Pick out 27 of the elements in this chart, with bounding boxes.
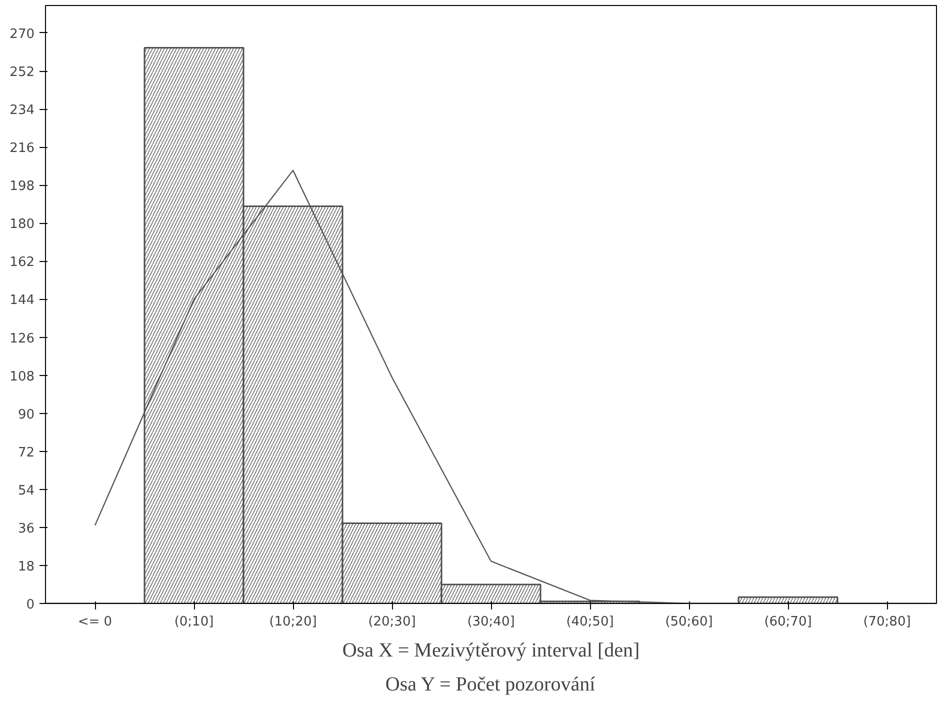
y-tick-label: 216: [10, 141, 35, 156]
x-tick-label: (40;50]: [566, 614, 614, 630]
y-tick-label: 108: [10, 369, 35, 384]
y-tick-label: 252: [10, 65, 35, 80]
y-tick-label: 36: [18, 521, 35, 536]
y-tick-label: 234: [10, 103, 35, 118]
x-tick-label: (60;70]: [764, 614, 812, 630]
y-tick-label: 18: [18, 559, 35, 574]
x-tick-label: (50;60]: [665, 614, 713, 630]
y-tick-label: 54: [18, 483, 35, 498]
x-tick-label: (10;20]: [269, 614, 317, 630]
x-tick-label: (30;40]: [467, 614, 515, 630]
y-tick-label: 162: [10, 255, 35, 270]
y-tick-label: 198: [10, 179, 35, 194]
y-tick-label: 270: [10, 26, 35, 42]
text: Osa X = Mezivýtěrový interval [den]: [342, 640, 640, 662]
x-tick-label: <= 0: [78, 614, 112, 630]
x-tick-label: (20;30]: [368, 614, 416, 630]
y-tick-label: 72: [18, 445, 35, 460]
y-tick-label: 126: [10, 331, 35, 346]
x-tick-label: (0;10]: [174, 614, 214, 630]
y-tick-label: 144: [10, 293, 35, 308]
y-tick-label: 90: [18, 407, 35, 422]
text: Osa Y = Počet pozorování: [385, 674, 596, 696]
y-tick-label: 0: [26, 598, 35, 612]
x-tick-label: (70;80]: [863, 614, 911, 630]
y-tick-label: 180: [10, 217, 35, 232]
